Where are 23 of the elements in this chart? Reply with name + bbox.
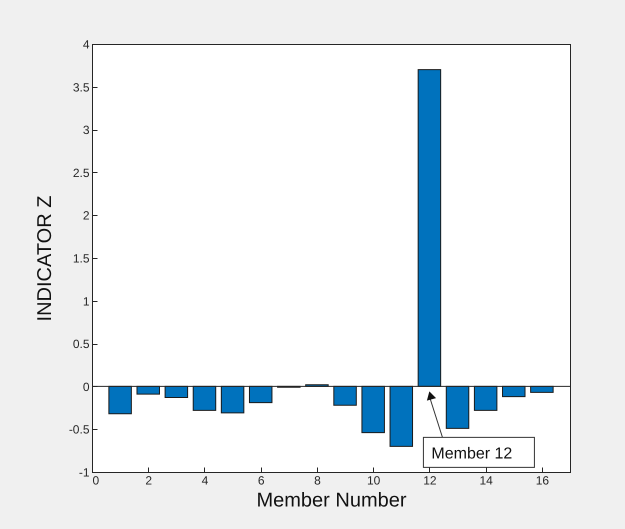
y-tick-label: 2 xyxy=(82,208,90,223)
y-tick-label: -1 xyxy=(78,466,90,480)
y-tick-label: -0.5 xyxy=(68,422,90,437)
y-tick-label: 4 xyxy=(82,38,90,52)
y-tick-label: 0 xyxy=(82,380,90,394)
x-tick-label: 8 xyxy=(314,474,322,488)
y-tick-label: 1 xyxy=(82,294,90,308)
y-tick-label: 3.5 xyxy=(72,80,90,94)
x-tick-label: 6 xyxy=(258,474,265,488)
x-tick-label: 4 xyxy=(202,474,209,488)
y-tick-label: 2.5 xyxy=(72,166,90,180)
y-tick-label: 1.5 xyxy=(72,252,90,266)
x-tick-label: 2 xyxy=(145,474,152,488)
x-tick-label: 10 xyxy=(366,474,381,488)
x-tick-label: 0 xyxy=(92,474,100,488)
x-tick-label: 14 xyxy=(479,474,494,488)
x-tick-label: 12 xyxy=(423,474,437,488)
x-tick-label: 16 xyxy=(536,474,550,488)
annotation: Member 12 xyxy=(431,445,512,462)
x-axis-title: Member Number xyxy=(256,490,407,512)
y-tick-label: 0.5 xyxy=(72,337,90,352)
y-axis-title: INDICATOR Z xyxy=(34,196,56,322)
y-tick-label: 3 xyxy=(82,123,90,138)
